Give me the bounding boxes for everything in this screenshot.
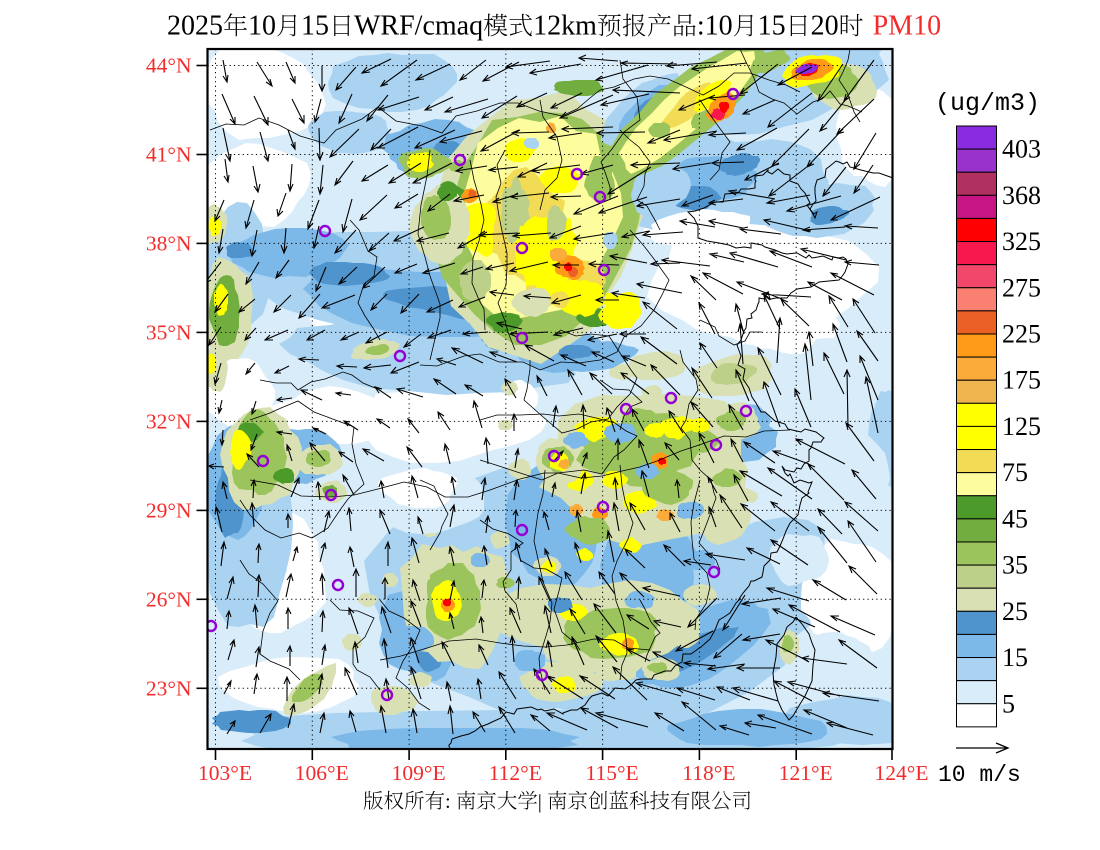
svg-text:118°E: 118°E: [682, 761, 735, 785]
svg-text:15: 15: [758, 11, 786, 42]
svg-text:23°N: 23°N: [146, 676, 192, 700]
svg-text:5: 5: [1002, 689, 1015, 718]
svg-text::: :: [445, 791, 456, 813]
svg-text:403: 403: [1002, 135, 1041, 164]
svg-text:32°N: 32°N: [146, 409, 192, 433]
svg-text:25: 25: [1002, 597, 1028, 626]
svg-text:275: 275: [1002, 273, 1041, 302]
svg-text:15: 15: [1002, 643, 1028, 672]
svg-text:115°E: 115°E: [586, 761, 639, 785]
svg-text:(ug/m3): (ug/m3): [935, 89, 1040, 118]
svg-text:|: |: [538, 791, 547, 813]
svg-text:PM10: PM10: [873, 11, 941, 42]
svg-text:112°E: 112°E: [489, 761, 542, 785]
svg-text:368: 368: [1002, 181, 1041, 210]
svg-text:12km: 12km: [533, 11, 597, 42]
svg-text:10 m/s: 10 m/s: [938, 762, 1021, 788]
svg-text:106°E: 106°E: [295, 761, 349, 785]
svg-text:35: 35: [1002, 551, 1028, 580]
svg-text:103°E: 103°E: [198, 761, 252, 785]
svg-text:35°N: 35°N: [146, 320, 192, 344]
svg-text:44°N: 44°N: [146, 54, 192, 78]
svg-text:38°N: 38°N: [146, 231, 192, 255]
svg-text:WRF/cmaq: WRF/cmaq: [354, 11, 483, 42]
svg-text:15: 15: [301, 11, 329, 42]
svg-text:41°N: 41°N: [146, 142, 192, 166]
svg-text:29°N: 29°N: [146, 498, 192, 522]
svg-text:45: 45: [1002, 504, 1028, 533]
svg-text:2025: 2025: [167, 11, 223, 42]
svg-text:26°N: 26°N: [146, 587, 192, 611]
svg-text:75: 75: [1002, 458, 1028, 487]
svg-text:109°E: 109°E: [392, 761, 446, 785]
svg-text:121°E: 121°E: [779, 761, 833, 785]
svg-text:20: 20: [811, 11, 839, 42]
svg-text:175: 175: [1002, 366, 1041, 395]
svg-text:225: 225: [1002, 319, 1041, 348]
svg-text::10: :10: [697, 11, 733, 42]
svg-text:10: 10: [248, 11, 276, 42]
svg-text:124°E: 124°E: [875, 761, 929, 785]
svg-text:325: 325: [1002, 227, 1041, 256]
svg-text:125: 125: [1002, 412, 1041, 441]
